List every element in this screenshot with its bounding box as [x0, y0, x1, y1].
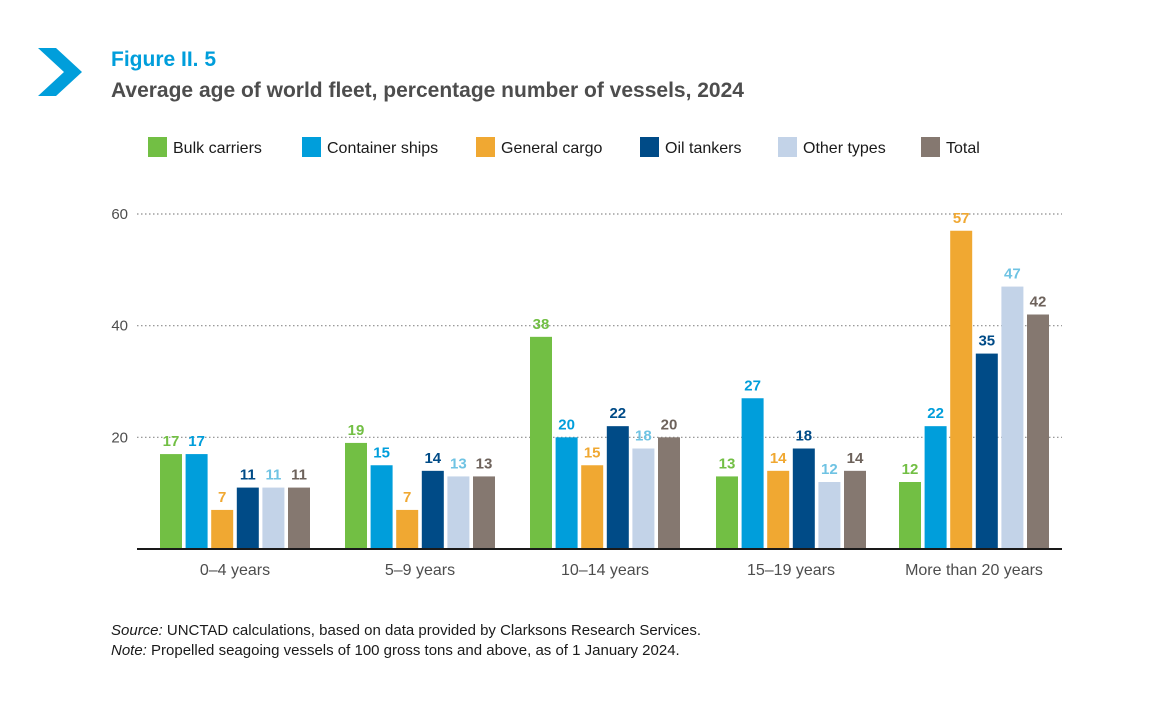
y-tick-label: 40 [111, 318, 128, 335]
bar [185, 454, 208, 549]
data-label: 11 [291, 467, 307, 484]
note: Note: Propelled seagoing vessels of 100 … [111, 641, 701, 661]
bar [767, 470, 790, 549]
bar [716, 476, 738, 549]
bar [950, 230, 973, 549]
bar [658, 437, 680, 549]
legend-swatch [302, 137, 321, 157]
legend-label: Container ships [327, 140, 438, 157]
bar [345, 442, 367, 549]
data-label: 22 [927, 405, 944, 422]
data-label: 13 [476, 455, 493, 472]
figure-label: Figure II. 5 [111, 48, 217, 71]
data-label: 42 [1030, 294, 1047, 311]
data-label: 15 [584, 444, 601, 461]
data-label: 12 [821, 461, 838, 478]
data-label: 17 [188, 433, 205, 450]
legend-swatch [476, 137, 495, 157]
data-label: 7 [218, 489, 226, 506]
bar [262, 487, 285, 549]
data-label: 13 [450, 455, 467, 472]
data-label: 57 [953, 210, 970, 227]
bar [924, 426, 947, 549]
legend-swatch [778, 137, 797, 157]
y-tick-label: 60 [111, 206, 128, 223]
x-tick-label: 10–14 years [561, 562, 649, 579]
bar [530, 336, 552, 549]
bar [792, 448, 815, 549]
figure-title: Average age of world fleet, percentage n… [111, 79, 744, 102]
legend-label: Total [946, 140, 980, 157]
data-label: 14 [424, 450, 441, 467]
legend-label: Oil tankers [665, 140, 741, 157]
bar [632, 448, 655, 549]
bar [741, 398, 764, 549]
source-text: UNCTAD calculations, based on data provi… [162, 622, 702, 639]
note-label: Note: [111, 642, 147, 659]
bar [899, 482, 921, 549]
x-tick-label: 0–4 years [200, 562, 270, 579]
chart-footer: Source: UNCTAD calculations, based on da… [111, 621, 701, 661]
bar [447, 476, 470, 549]
data-label: 27 [744, 377, 761, 394]
bar [473, 476, 495, 549]
legend-swatch [921, 137, 940, 157]
data-label: 17 [163, 433, 180, 450]
legend-swatch [640, 137, 659, 157]
bar [370, 465, 393, 549]
data-label: 18 [795, 428, 812, 445]
bar [844, 470, 866, 549]
data-label: 11 [240, 467, 256, 484]
bar [160, 454, 182, 549]
data-label: 35 [978, 333, 995, 350]
x-tick-label: 5–9 years [385, 562, 455, 579]
bar [236, 487, 259, 549]
data-label: 12 [902, 461, 919, 478]
data-label: 22 [609, 405, 626, 422]
bar [211, 509, 234, 549]
legend-label: Bulk carriers [173, 140, 262, 157]
legend-label: General cargo [501, 140, 602, 157]
data-label: 18 [635, 428, 652, 445]
bar [555, 437, 578, 549]
data-label: 14 [770, 450, 787, 467]
data-label: 20 [558, 416, 575, 433]
bar [421, 470, 444, 549]
bar [975, 353, 998, 549]
bar [288, 487, 310, 549]
data-label: 15 [373, 444, 390, 461]
data-label: 11 [265, 467, 281, 484]
chevron-right-icon [38, 48, 82, 96]
source-label: Source: [111, 622, 163, 639]
bar [396, 509, 419, 549]
bar [606, 426, 629, 549]
data-label: 13 [719, 455, 736, 472]
bar [1027, 314, 1049, 549]
bar [1001, 286, 1024, 549]
bar [581, 465, 604, 549]
data-label: 20 [661, 416, 678, 433]
data-label: 19 [348, 422, 365, 439]
legend-swatch [148, 137, 167, 157]
data-label: 47 [1004, 266, 1021, 283]
source-note: Source: UNCTAD calculations, based on da… [111, 621, 701, 641]
data-label: 7 [403, 489, 411, 506]
data-label: 14 [847, 450, 864, 467]
legend-label: Other types [803, 140, 886, 157]
bar [818, 482, 841, 549]
data-label: 38 [533, 316, 550, 333]
y-tick-label: 20 [111, 429, 128, 446]
x-tick-label: 15–19 years [747, 562, 835, 579]
x-tick-label: More than 20 years [905, 562, 1043, 579]
note-text: Propelled seagoing vessels of 100 gross … [146, 642, 680, 659]
